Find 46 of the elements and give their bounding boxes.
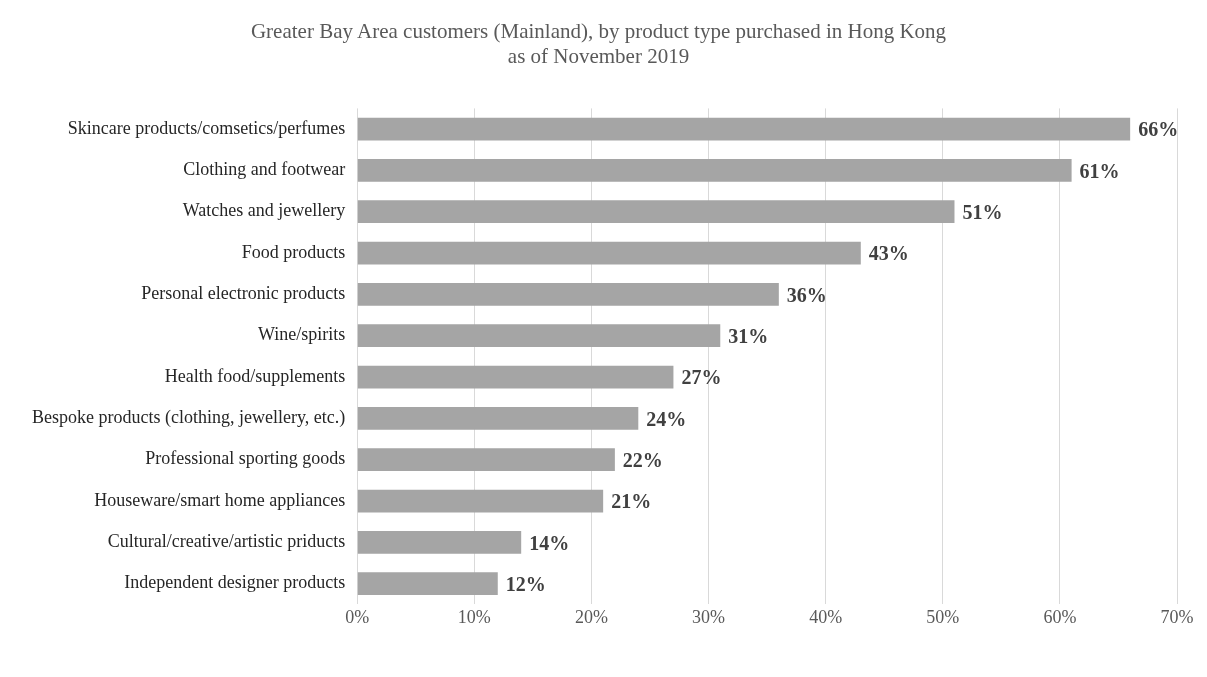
bar xyxy=(357,324,721,348)
bar xyxy=(357,572,498,596)
data-label: 27% xyxy=(681,366,722,389)
x-tick-label: 40% xyxy=(809,606,843,627)
x-tick-label: 30% xyxy=(692,606,726,627)
chart-title: Greater Bay Area customers (Mainland), by product type purchased in Hong Kong xyxy=(250,19,947,44)
x-tick-label: 20% xyxy=(574,606,608,627)
data-label: 66% xyxy=(1138,118,1179,141)
y-tick-label: Food products xyxy=(241,241,346,262)
y-tick-label: Wine/spirits xyxy=(257,324,346,345)
y-tick-label: Professional sporting goods xyxy=(145,448,346,469)
bar xyxy=(357,117,1131,141)
y-tick-label: Houseware/smart home appliances xyxy=(94,489,346,510)
bar xyxy=(357,448,615,472)
bar xyxy=(357,531,522,554)
x-tick-label: 50% xyxy=(926,606,960,627)
data-label: 36% xyxy=(786,283,827,306)
bar xyxy=(357,159,1072,182)
y-tick-label: Clothing and footwear xyxy=(183,159,346,180)
bar xyxy=(357,365,674,389)
data-label: 61% xyxy=(1079,159,1120,182)
bar xyxy=(357,489,604,513)
data-label: 21% xyxy=(611,490,652,513)
y-tick-label: Health food/supplements xyxy=(164,365,346,386)
bar xyxy=(357,407,639,430)
chart-subtitle: as of November 2019 xyxy=(507,44,690,69)
data-label: 22% xyxy=(622,448,663,471)
data-label: 24% xyxy=(646,407,687,430)
y-tick-label: Skincare products/comsetics/perfumes xyxy=(67,117,346,138)
data-label: 12% xyxy=(505,572,546,595)
bar xyxy=(357,200,955,224)
y-tick-label: Independent designer products xyxy=(124,572,346,593)
x-tick-label: 10% xyxy=(457,606,491,627)
data-label: 31% xyxy=(728,324,769,347)
data-label: 43% xyxy=(868,242,909,265)
x-tick-label: 70% xyxy=(1160,606,1194,627)
y-tick-label: Cultural/creative/artistic priducts xyxy=(107,531,346,552)
bar xyxy=(357,241,861,265)
data-label: 14% xyxy=(529,531,570,554)
y-tick-label: Bespoke products (clothing, jewellery, etc.) xyxy=(32,407,346,429)
y-tick-label: Personal electronic products xyxy=(141,283,346,304)
data-label: 51% xyxy=(962,200,1003,223)
x-tick-label: 0% xyxy=(345,606,370,627)
bar xyxy=(357,283,779,306)
x-tick-label: 60% xyxy=(1043,606,1077,627)
y-tick-label: Watches and jewellery xyxy=(182,200,346,221)
